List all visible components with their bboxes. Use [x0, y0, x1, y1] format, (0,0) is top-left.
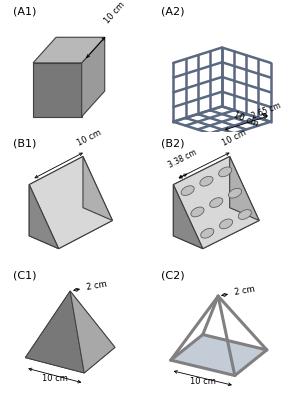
Ellipse shape: [200, 176, 213, 186]
Ellipse shape: [191, 207, 204, 217]
Polygon shape: [33, 63, 82, 117]
Ellipse shape: [181, 186, 194, 196]
Polygon shape: [33, 37, 105, 63]
Text: 2 cm: 2 cm: [86, 280, 107, 292]
Text: (C1): (C1): [12, 270, 36, 280]
Ellipse shape: [238, 210, 251, 219]
Polygon shape: [173, 156, 230, 236]
Ellipse shape: [210, 198, 223, 208]
Polygon shape: [25, 291, 70, 358]
Polygon shape: [29, 156, 83, 236]
Text: 10 cm: 10 cm: [42, 374, 68, 383]
Ellipse shape: [201, 228, 214, 238]
Text: 10 cm: 10 cm: [190, 377, 216, 386]
Text: 10 cm: 10 cm: [76, 128, 103, 148]
Text: (B1): (B1): [12, 138, 36, 148]
Polygon shape: [171, 334, 267, 376]
Text: 3.38 cm: 3.38 cm: [167, 148, 199, 170]
Polygon shape: [56, 291, 115, 347]
Polygon shape: [25, 332, 115, 373]
Polygon shape: [25, 291, 84, 373]
Ellipse shape: [229, 188, 242, 198]
Text: 2 cm: 2 cm: [234, 285, 255, 297]
Polygon shape: [29, 156, 112, 249]
Polygon shape: [173, 156, 259, 249]
Ellipse shape: [219, 167, 232, 177]
Text: 2.65 cm: 2.65 cm: [250, 101, 282, 121]
Polygon shape: [70, 291, 115, 373]
Polygon shape: [230, 156, 259, 220]
Text: (B2): (B2): [160, 138, 184, 148]
Text: (A2): (A2): [160, 6, 184, 16]
Polygon shape: [173, 185, 203, 249]
Polygon shape: [82, 37, 105, 117]
Text: 10 cm: 10 cm: [221, 128, 248, 148]
Text: (C2): (C2): [160, 270, 184, 280]
Polygon shape: [173, 208, 259, 249]
Polygon shape: [29, 208, 112, 249]
Text: 10 cm: 10 cm: [103, 0, 127, 26]
Ellipse shape: [220, 219, 233, 229]
Polygon shape: [29, 185, 59, 249]
Polygon shape: [83, 156, 112, 220]
Text: 10 cm: 10 cm: [233, 110, 260, 128]
Text: (A1): (A1): [12, 6, 36, 16]
